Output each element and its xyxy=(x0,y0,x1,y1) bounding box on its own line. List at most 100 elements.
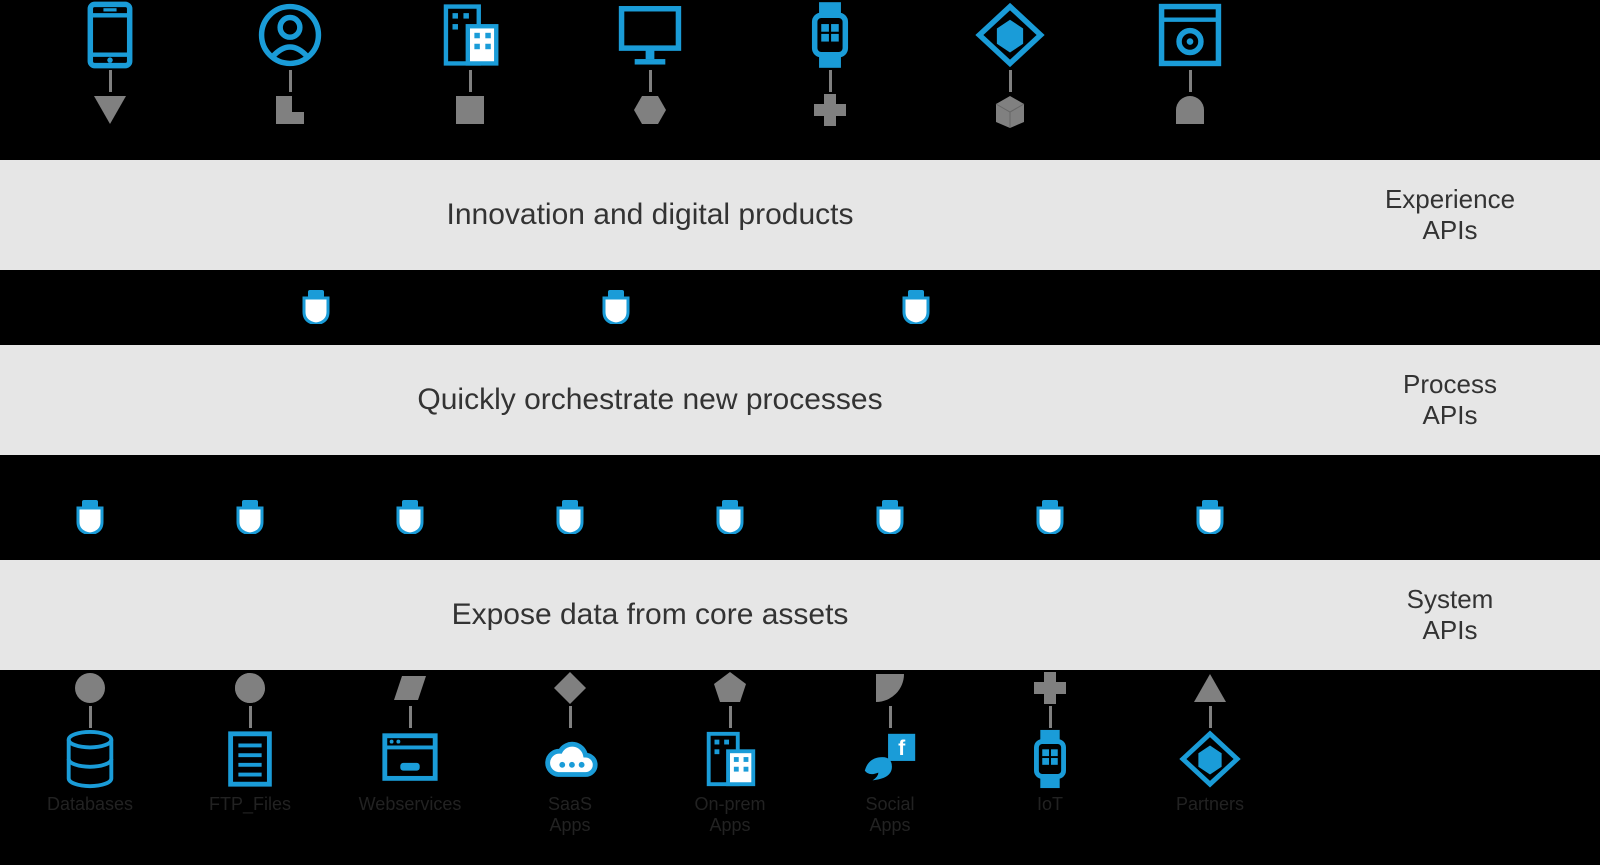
channel-browser xyxy=(1120,0,1260,128)
api-node-icon xyxy=(874,500,906,534)
document-icon xyxy=(219,728,281,790)
channel-monitor xyxy=(580,0,720,128)
connector xyxy=(649,70,652,92)
partner-icon xyxy=(975,0,1045,70)
social-icon xyxy=(859,728,921,790)
shape-l-shape xyxy=(272,92,308,128)
core-asset-social: Social Apps xyxy=(820,670,960,835)
shape-hexagon xyxy=(632,92,668,128)
connector xyxy=(109,70,112,92)
core-asset-database: Databases xyxy=(20,670,160,815)
core-asset-label: Webservices xyxy=(359,794,462,815)
database-icon xyxy=(59,728,121,790)
connector xyxy=(889,706,892,728)
shape-parallelogram xyxy=(392,670,428,706)
shape-plus xyxy=(812,92,848,128)
cloud-icon xyxy=(539,728,601,790)
process-api-nodes-row xyxy=(0,290,1300,330)
watch-icon xyxy=(1019,728,1081,790)
api-node-icon xyxy=(1194,500,1226,534)
connector xyxy=(249,706,252,728)
browser-icon xyxy=(1155,0,1225,70)
shape-circle-notch xyxy=(232,670,268,706)
connector xyxy=(1209,706,1212,728)
layer-main-text-process: Quickly orchestrate new processes xyxy=(0,383,1300,417)
api-node-icon xyxy=(394,500,426,534)
core-asset-label: SaaS Apps xyxy=(548,794,592,835)
system-api-node xyxy=(180,500,320,534)
shape-plus xyxy=(1032,670,1068,706)
core-asset-label: FTP_Files xyxy=(209,794,291,815)
user-icon xyxy=(255,0,325,70)
connector xyxy=(1049,706,1052,728)
layer-band-process: Quickly orchestrate new processesProcess… xyxy=(0,345,1600,455)
system-api-nodes-row xyxy=(0,500,1300,534)
connector xyxy=(409,706,412,728)
core-asset-document: FTP_Files xyxy=(180,670,320,815)
channel-user xyxy=(220,0,360,128)
connector xyxy=(1009,70,1012,92)
connector xyxy=(829,70,832,92)
shape-pentagon xyxy=(712,670,748,706)
experience-channel-row xyxy=(0,0,1300,128)
layer-main-text-experience: Innovation and digital products xyxy=(0,198,1300,232)
layer-main-text-system: Expose data from core assets xyxy=(0,598,1300,632)
connector xyxy=(1189,70,1192,92)
webservice-icon xyxy=(379,728,441,790)
api-node-icon xyxy=(600,290,632,324)
connector xyxy=(729,706,732,728)
system-api-node xyxy=(660,500,800,534)
connector xyxy=(469,70,472,92)
core-asset-label: Social Apps xyxy=(865,794,914,835)
api-node-icon xyxy=(74,500,106,534)
channel-partner xyxy=(940,0,1080,128)
shape-triangle-down xyxy=(92,92,128,128)
shape-cube xyxy=(992,92,1028,128)
api-node-icon xyxy=(900,290,932,324)
api-node-icon xyxy=(714,500,746,534)
system-api-node xyxy=(20,500,160,534)
system-api-node xyxy=(980,500,1120,534)
building-icon xyxy=(699,728,761,790)
channel-watch xyxy=(760,0,900,128)
system-api-node xyxy=(1140,500,1280,534)
core-asset-label: On-prem Apps xyxy=(694,794,765,835)
connector xyxy=(289,70,292,92)
core-assets-shapes-row: Databases FTP_Files Webservices SaaS Apps On… xyxy=(0,670,1300,835)
core-asset-label: IoT xyxy=(1037,794,1063,815)
core-asset-webservice: Webservices xyxy=(340,670,480,815)
layer-band-system: Expose data from core assetsSystem APIs xyxy=(0,560,1600,670)
partner-icon xyxy=(1179,728,1241,790)
monitor-icon xyxy=(615,0,685,70)
layer-side-label-process: Process APIs xyxy=(1300,369,1600,431)
system-api-node xyxy=(340,500,480,534)
building-icon xyxy=(435,0,505,70)
shape-arch xyxy=(1172,92,1208,128)
watch-icon xyxy=(795,0,865,70)
core-asset-building: On-prem Apps xyxy=(660,670,800,835)
system-api-node xyxy=(820,500,960,534)
shape-circle xyxy=(72,670,108,706)
channel-building xyxy=(400,0,540,128)
layer-side-label-system: System APIs xyxy=(1300,584,1600,646)
api-node-icon xyxy=(1034,500,1066,534)
system-api-node xyxy=(500,500,640,534)
shape-diamond xyxy=(552,670,588,706)
connector xyxy=(569,706,572,728)
api-node-icon xyxy=(554,500,586,534)
core-asset-partner: Partners xyxy=(1140,670,1280,815)
layer-side-label-experience: Experience APIs xyxy=(1300,184,1600,246)
process-api-node xyxy=(300,290,332,329)
mobile-icon xyxy=(75,0,145,70)
core-asset-label: Databases xyxy=(47,794,133,815)
connector xyxy=(89,706,92,728)
channel-mobile xyxy=(40,0,180,128)
shape-square xyxy=(452,92,488,128)
core-asset-label: Partners xyxy=(1176,794,1244,815)
process-api-node xyxy=(600,290,632,329)
core-asset-watch: IoT xyxy=(980,670,1120,815)
shape-quarter xyxy=(872,670,908,706)
core-asset-cloud: SaaS Apps xyxy=(500,670,640,835)
shape-triangle-up xyxy=(1192,670,1228,706)
process-api-node xyxy=(900,290,932,329)
